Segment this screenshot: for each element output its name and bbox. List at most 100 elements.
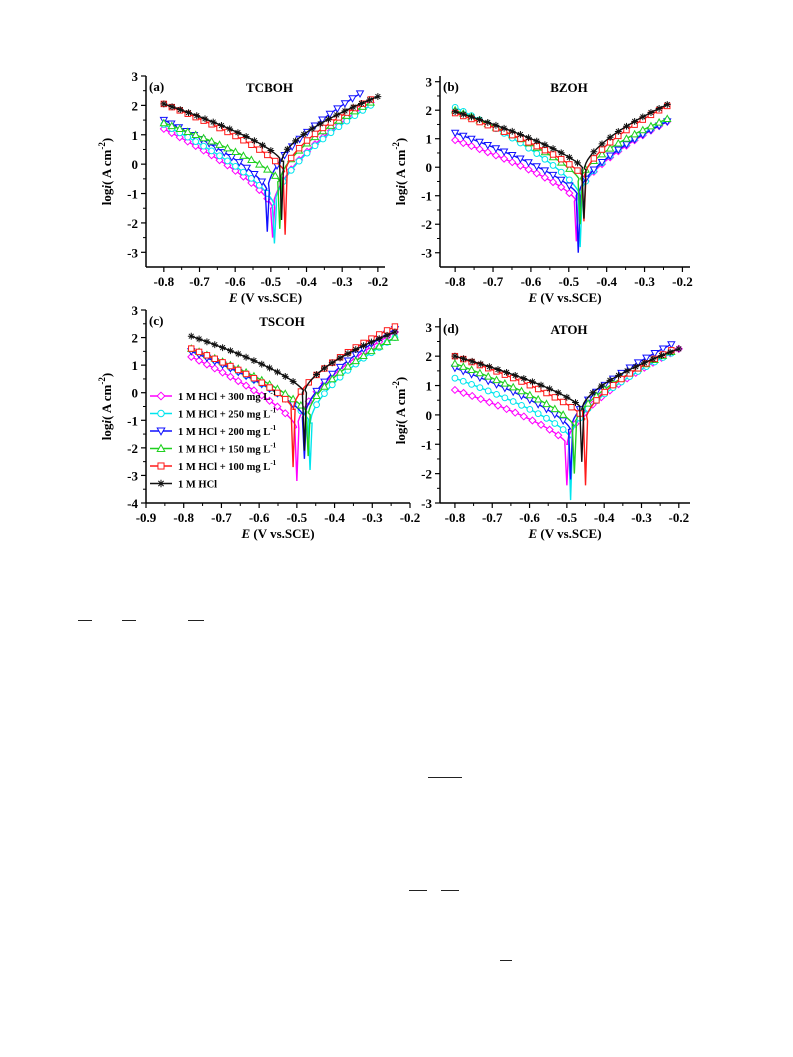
panel-label: (a)	[149, 79, 164, 94]
y-tick-label: 2	[426, 349, 433, 364]
legend-item: 1 M HCl + 300 mg L-1	[150, 389, 277, 403]
data-point	[249, 386, 259, 395]
data-point	[558, 410, 568, 418]
data-point	[483, 141, 493, 150]
data-point	[468, 113, 475, 121]
data-point	[191, 141, 200, 151]
y-tick-label: 1	[426, 379, 433, 394]
x-tick-label: -0.9	[136, 510, 157, 525]
series-path	[191, 325, 396, 468]
data-point	[267, 147, 275, 154]
legend-item: 1 M HCl + 200 mg L-1	[150, 424, 277, 438]
data-point	[282, 395, 289, 403]
data-point	[574, 167, 581, 174]
data-point	[216, 152, 223, 160]
data-point	[226, 125, 234, 133]
data-point	[533, 150, 541, 157]
data-point	[601, 388, 608, 396]
data-point	[528, 416, 537, 425]
series-path	[454, 348, 680, 462]
data-point	[351, 356, 360, 365]
data-point	[483, 148, 492, 157]
data-point	[242, 370, 250, 378]
data-point	[211, 341, 219, 349]
data-point	[550, 404, 560, 413]
data-point	[348, 95, 357, 103]
y-tick-label: 1	[132, 358, 139, 373]
data-point	[542, 399, 551, 408]
data-point	[335, 367, 345, 376]
data-point	[545, 425, 554, 434]
data-point	[525, 390, 535, 399]
data-point	[499, 154, 509, 163]
legend-item: 1 M HCl + 100 mg L-1	[150, 459, 277, 473]
data-point	[193, 112, 201, 120]
data-point	[325, 115, 332, 123]
data-point	[208, 147, 215, 155]
data-point	[574, 159, 581, 167]
data-point	[485, 398, 494, 407]
data-point	[551, 420, 559, 427]
chart-title: ATOH	[550, 322, 587, 337]
data-point	[195, 348, 203, 356]
data-point	[211, 355, 218, 362]
data-point	[557, 155, 565, 163]
data-point	[333, 105, 342, 114]
x-tick-label: -0.6	[521, 274, 542, 289]
x-axis-label: E (V vs.SCE)	[527, 290, 601, 305]
x-tick-label: -0.4	[296, 274, 317, 289]
data-point	[176, 106, 184, 114]
series-line	[187, 327, 400, 481]
data-point	[234, 376, 243, 386]
data-point	[540, 167, 550, 176]
data-point	[157, 409, 165, 418]
data-point	[273, 402, 282, 411]
data-point	[352, 346, 360, 353]
data-point	[343, 362, 353, 370]
data-point	[308, 125, 316, 133]
data-point	[270, 171, 280, 179]
data-point	[215, 140, 224, 148]
plot-area	[187, 323, 400, 481]
y-tick-label: -2	[421, 217, 432, 232]
x-tick-label: -0.2	[669, 510, 690, 525]
y-tick-label: -3	[127, 245, 138, 260]
series-line	[188, 323, 399, 468]
data-point	[187, 332, 195, 340]
data-point	[565, 164, 574, 172]
data-point	[663, 101, 671, 108]
data-point	[157, 462, 165, 470]
data-point	[168, 103, 176, 111]
legend-label: 1 M HCl + 200 mg L-1	[178, 424, 277, 438]
data-point	[374, 341, 384, 350]
data-point	[546, 385, 554, 393]
legend-item: 1 M HCl + 150 mg L-1	[150, 442, 277, 456]
data-point	[156, 443, 166, 453]
legend-item: 1 M HCl + 250 mg L-1	[150, 407, 277, 421]
data-point	[250, 374, 258, 382]
data-point	[156, 391, 166, 401]
data-point	[242, 133, 250, 140]
data-point	[675, 345, 683, 353]
legend-label: 1 M HCl	[178, 480, 217, 491]
x-tick-label: -0.3	[634, 274, 655, 289]
data-point	[311, 142, 319, 150]
x-tick-label: -0.7	[211, 510, 232, 525]
data-point	[235, 159, 244, 167]
data-point	[640, 359, 648, 367]
y-tick-label: 0	[426, 408, 433, 423]
data-point	[494, 366, 502, 373]
divider-line	[409, 890, 427, 891]
x-tick-label: -0.5	[287, 510, 308, 525]
x-tick-label: -0.4	[594, 510, 615, 525]
data-point	[391, 328, 399, 336]
data-point	[202, 360, 212, 369]
panel-label: (c)	[149, 313, 163, 328]
data-point	[328, 359, 336, 367]
data-point	[366, 96, 374, 104]
data-point	[258, 360, 266, 368]
data-point	[201, 115, 209, 123]
series-line	[187, 328, 399, 451]
data-point	[266, 384, 273, 391]
data-point	[614, 138, 623, 147]
